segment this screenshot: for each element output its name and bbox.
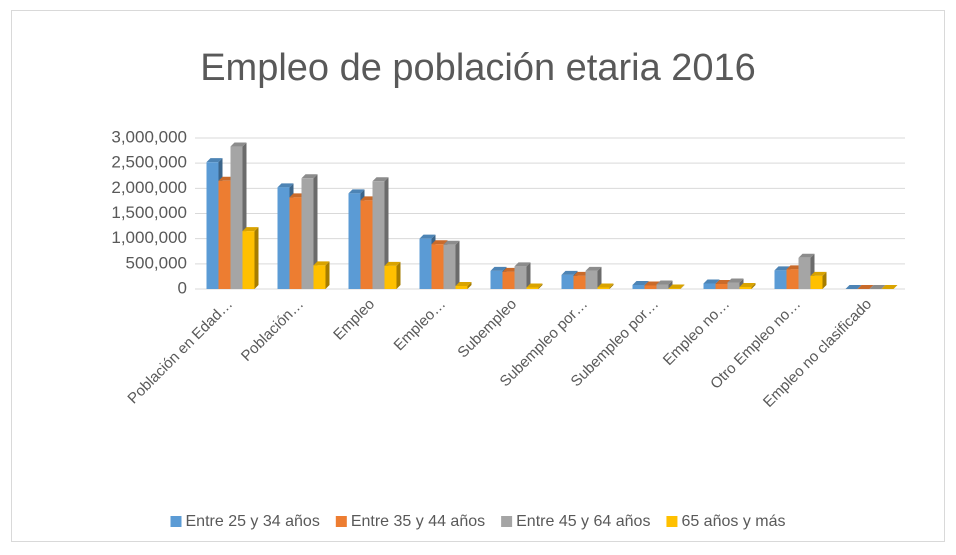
bar [632,284,645,289]
bar-side [455,240,460,289]
bar-top [313,261,330,266]
bar-side [609,283,614,289]
bar-top [431,240,448,245]
bar [656,284,669,289]
bar [703,283,716,289]
bar-side [313,174,318,289]
bar-side [751,282,756,289]
bar-top [881,285,898,289]
y-tick-label: 1,000,000 [111,228,187,247]
legend-label: Entre 35 y 44 años [351,513,485,530]
bar-top [561,270,578,275]
bar [443,244,456,289]
bar-top [668,284,685,289]
bar-side [467,281,472,289]
bar [739,286,752,289]
bar [289,197,302,289]
bar-top [230,142,247,147]
chart-title: Empleo de población etaria 2016 [200,47,756,89]
bar-top [845,285,862,289]
legend-swatch [501,516,513,527]
bar [277,187,290,289]
legend-swatch [170,516,182,527]
bar [313,265,326,289]
bar-side [822,271,827,289]
bar-side [325,261,330,289]
y-tick-label: 2,500,000 [111,153,187,172]
bar-top [206,158,223,163]
bar-top [632,280,649,285]
bar [230,146,243,289]
bar [573,275,586,289]
bar-top [703,279,720,284]
y-tick-label: 500,000 [126,253,187,272]
bar [561,274,574,289]
legend-label: Entre 25 y 34 años [186,513,320,530]
bar [526,287,539,289]
bar-top [798,253,815,258]
bar-top [739,282,756,287]
bar-top [277,183,294,188]
bar [301,178,314,289]
legend-swatch [666,516,678,527]
bar [810,275,823,289]
bar-side [254,227,259,289]
bar-side [526,262,531,289]
bar-top [585,266,602,271]
bar-top [301,174,318,179]
bar-side [597,266,602,289]
bar-top [514,262,531,267]
y-tick-label: 0 [178,278,187,297]
bar [242,231,255,289]
bar [786,269,799,289]
bar [490,270,503,289]
bar-top [656,280,673,285]
bar-side [668,280,673,289]
bar-top [419,234,436,239]
bar [774,270,787,289]
y-tick-label: 3,000,000 [111,127,187,146]
bar [715,283,728,289]
bar [372,181,385,289]
y-tick-label: 1,500,000 [111,203,187,222]
bar [798,257,811,289]
bar-top [810,271,827,276]
bar [727,282,740,289]
bar-top [727,278,744,283]
bar [644,285,657,289]
bar [218,180,231,289]
bar [514,266,527,289]
bar-side [384,177,389,289]
bar [455,285,468,289]
bar [206,162,219,289]
bar [431,244,444,289]
bar-top [490,266,507,271]
bar [384,265,397,289]
bar-top [455,281,472,286]
bar-top [443,240,460,245]
bar [419,238,432,289]
bar [597,287,610,289]
bar-top [372,177,389,182]
legend-label: 65 años y más [681,513,785,530]
bar-top [348,189,365,194]
legend-label: Entre 45 y 64 años [516,513,650,530]
legend-swatch [335,516,347,527]
bar-top [597,283,614,288]
bar [668,288,681,289]
bar-top [857,285,874,289]
bar-top [869,285,886,289]
bar [348,193,361,289]
bar-top [526,283,543,288]
bar-side [680,284,685,289]
bar-side [538,283,543,289]
y-tick-label: 2,000,000 [111,178,187,197]
bar-top [242,227,259,232]
bar-top [384,261,401,266]
bar [585,270,598,289]
bar [360,200,373,289]
bar-side [396,261,401,289]
bar [502,271,515,289]
